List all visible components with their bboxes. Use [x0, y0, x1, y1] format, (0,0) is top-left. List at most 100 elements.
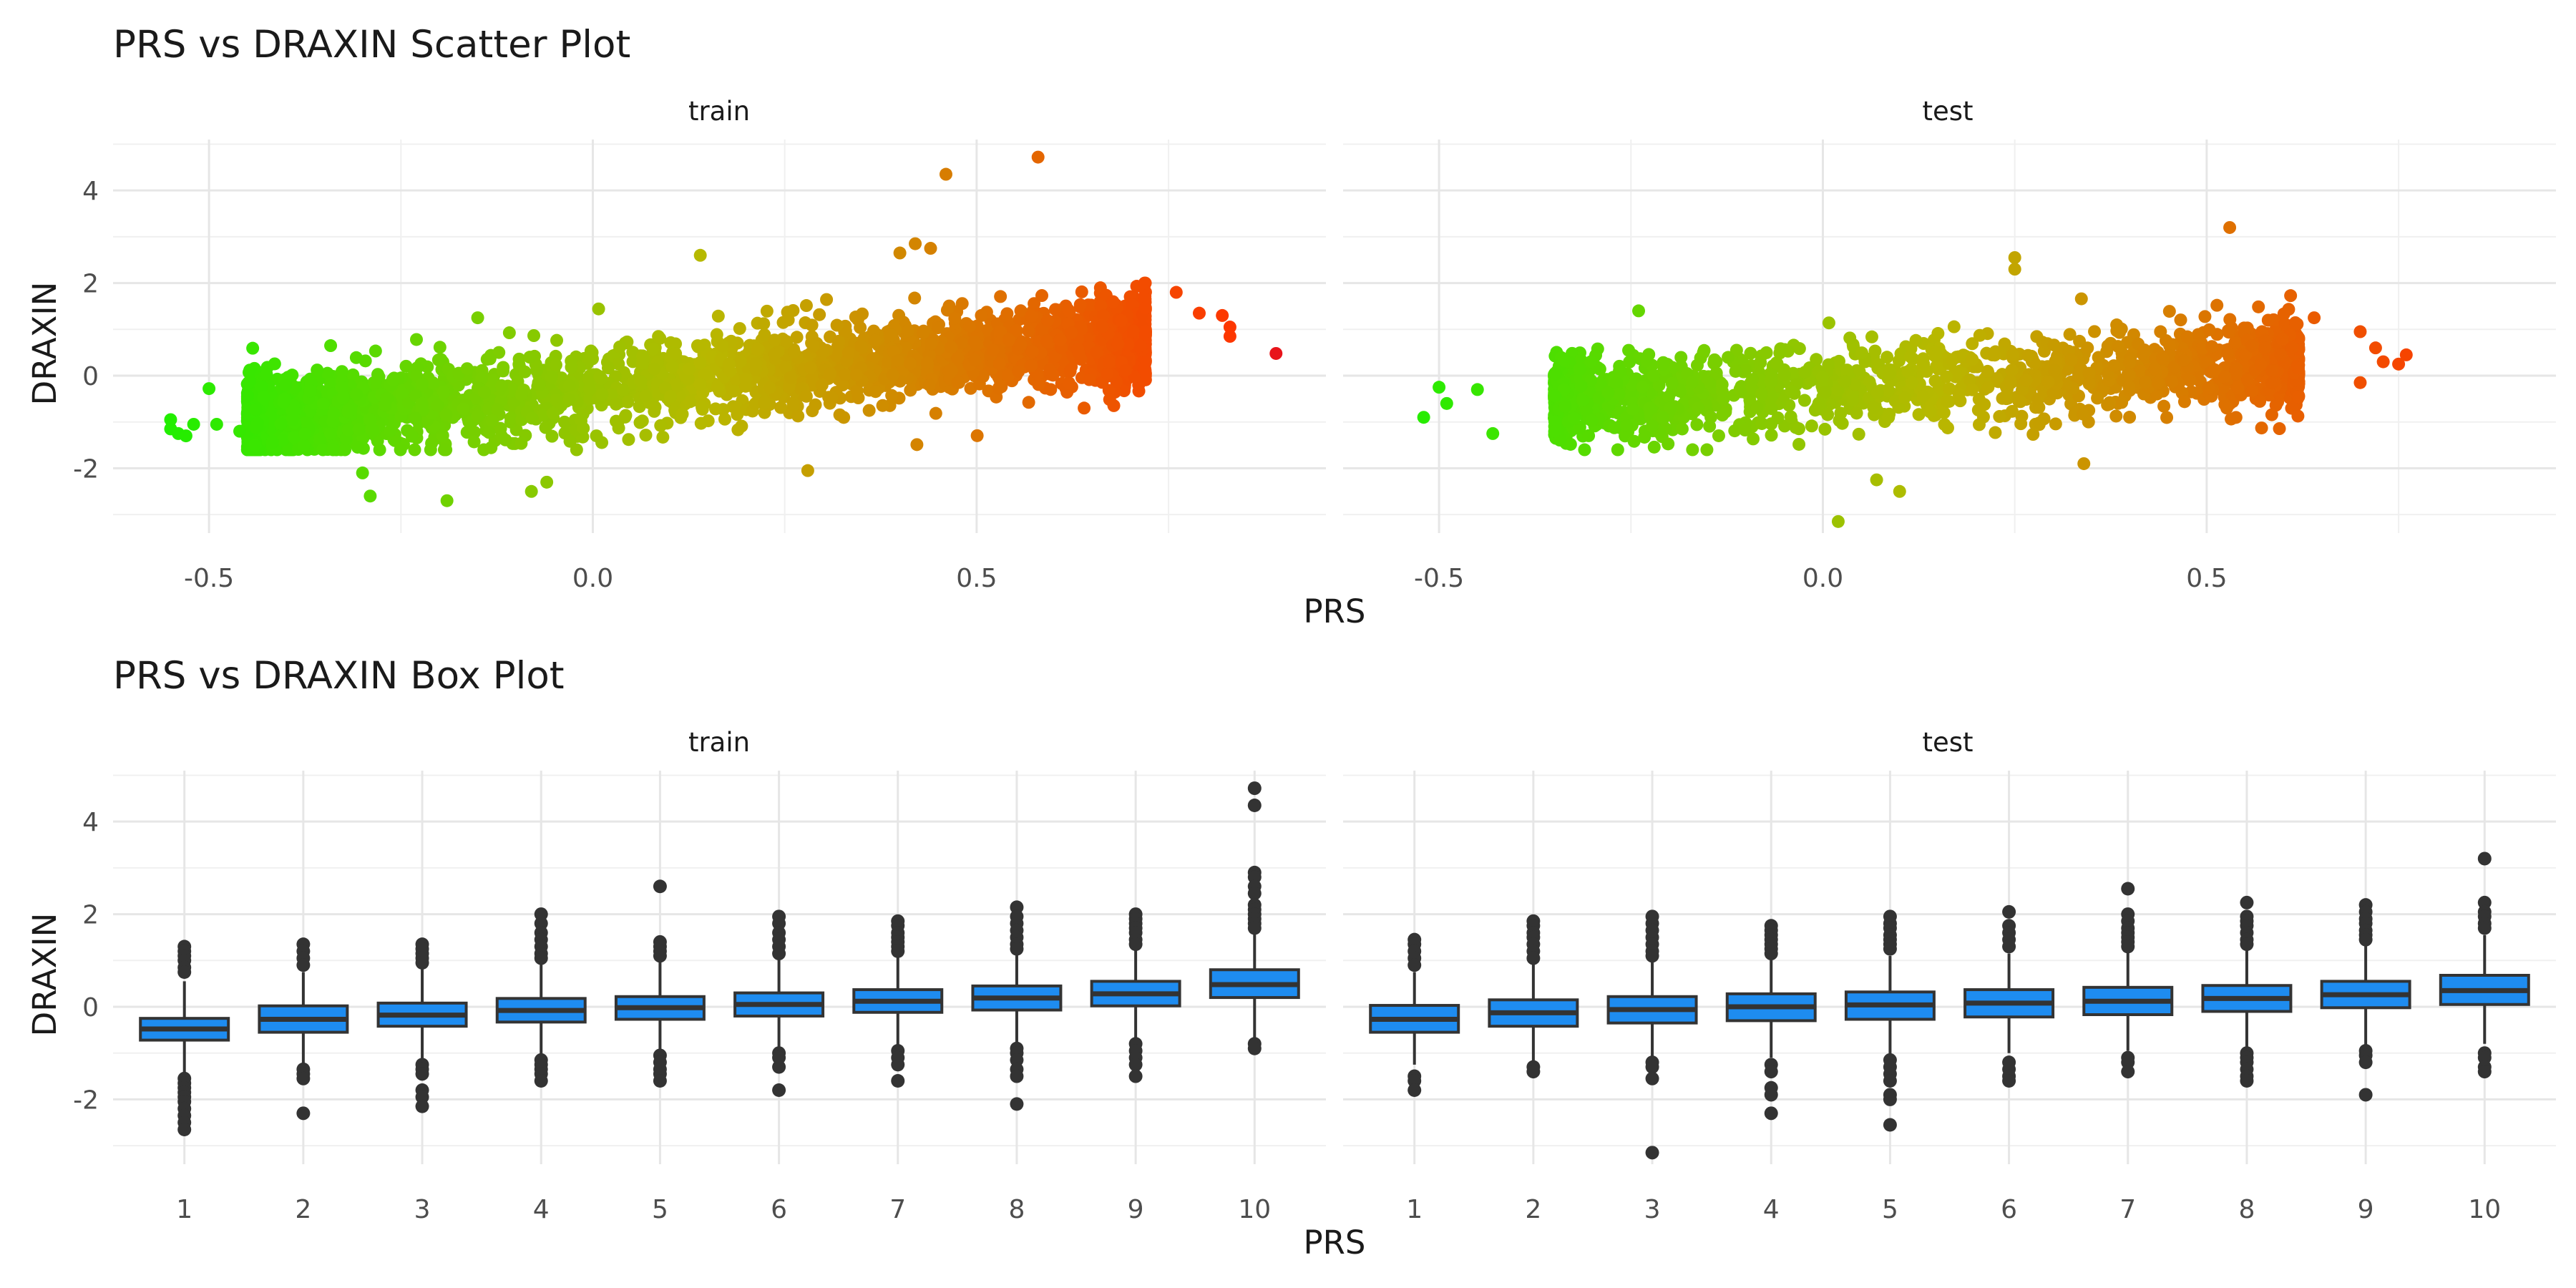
scatter-train-point [665, 360, 679, 374]
scatter-test-point [2253, 394, 2267, 408]
scatter-test-point [1805, 419, 1818, 433]
scatter-test-point [1972, 418, 1986, 431]
scatter-train-point [619, 409, 633, 422]
scatter-test-point [1548, 424, 1561, 438]
scatter-test-point [1707, 356, 1721, 370]
scatter-test-point [2202, 381, 2215, 395]
scatter-test-point [2392, 357, 2406, 371]
box-y-axis-label: DRAXIN [26, 913, 64, 1037]
scatter-test-point [1912, 408, 1926, 421]
box-train-outlier [772, 1060, 786, 1074]
scatter-train-point [233, 424, 247, 438]
box-test-outlier [2477, 852, 2492, 866]
box-y-tick-label: 2 [82, 901, 99, 930]
scatter-train-point [1063, 364, 1077, 378]
scatter-train-point [562, 379, 576, 392]
scatter-train-point [824, 367, 837, 381]
box-test-x-tick-label: 4 [1763, 1195, 1780, 1224]
scatter-test-point [1486, 426, 1500, 440]
scatter-train-point [609, 397, 623, 411]
scatter-test-point [1947, 320, 1961, 333]
scatter-test-point [2026, 427, 2040, 441]
box-test-x-tick-label: 1 [1406, 1195, 1423, 1224]
scatter-test-point [1620, 419, 1634, 432]
scatter-test-point [1852, 427, 1865, 441]
scatter-y-tick-label: -2 [73, 454, 99, 484]
scatter-train-point [471, 311, 484, 325]
box-train-x-tick-label: 5 [652, 1195, 668, 1224]
scatter-test-point [2177, 353, 2190, 367]
scatter-train-point [733, 322, 746, 336]
box-test-box-5 [1844, 909, 1936, 1132]
scatter-train-point [338, 443, 352, 457]
scatter-train-point [408, 443, 421, 457]
scatter-test-point [1574, 379, 1588, 393]
scatter-train-point [346, 368, 360, 381]
scatter-test-point [1548, 389, 1561, 403]
scatter-train-point [774, 401, 788, 414]
scatter-train-point [562, 393, 576, 406]
box-test-x-tick-label: 2 [1525, 1195, 1541, 1224]
scatter-train-point [768, 333, 781, 347]
scatter-test-point [2063, 328, 2077, 341]
scatter-train-point [545, 370, 558, 384]
scatter-train-point [782, 380, 796, 394]
scatter-test-point [1612, 387, 1626, 401]
box-test-outlier [1883, 942, 1897, 956]
box-y-tick-label: 0 [82, 993, 99, 1023]
scatter-train-point [758, 328, 771, 341]
scatter-train-point [854, 321, 867, 334]
box-test-box-2 [1488, 914, 1579, 1079]
scatter-train-point [709, 402, 723, 416]
box-train-outlier [1247, 921, 1262, 935]
scatter-test-x-tick-label: -0.5 [1414, 564, 1464, 593]
scatter-train-point [901, 324, 914, 338]
scatter-test-point [1747, 432, 1760, 446]
scatter-test-point [1818, 422, 1832, 436]
scatter-test-point [2014, 395, 2027, 409]
scatter-test-point [1728, 424, 1742, 438]
scatter-test-point [2229, 411, 2243, 424]
scatter-train-point [590, 429, 603, 443]
box-train-outlier [415, 956, 429, 970]
scatter-test-point [2049, 417, 2062, 431]
scatter-train-x-tick-label: 0.0 [572, 564, 613, 593]
scatter-train-point [904, 356, 917, 370]
scatter-test-point [2032, 401, 2046, 414]
scatter-train-point [416, 377, 429, 391]
scatter-test-point [2014, 417, 2028, 431]
scatter-panel-strip-test: test [1922, 96, 1973, 127]
scatter-test-point [2231, 381, 2245, 395]
scatter-test-point [1831, 384, 1845, 397]
scatter-test-point [2115, 396, 2129, 409]
scatter-test-point [2160, 411, 2174, 424]
scatter-test-point [2245, 384, 2259, 398]
box-train-outlier [296, 1071, 311, 1085]
scatter-train-point [849, 368, 863, 381]
scatter-train-point [669, 380, 683, 394]
box-train-x-tick-label: 9 [1128, 1195, 1144, 1224]
scatter-train-point [1111, 337, 1125, 351]
scatter-test-point [2308, 311, 2321, 325]
scatter-train-point [636, 349, 650, 363]
scatter-train-point [975, 308, 988, 322]
scatter-train-point [1074, 320, 1088, 333]
scatter-train-point [366, 424, 379, 437]
scatter-train-point [595, 388, 609, 401]
box-train-outlier [177, 965, 192, 979]
scatter-train-point [656, 430, 670, 444]
scatter-train-point [727, 384, 741, 398]
scatter-train-point [535, 409, 549, 422]
scatter-train-point [303, 384, 317, 398]
scatter-train-point [1223, 330, 1236, 343]
scatter-test-point [1784, 410, 1797, 424]
scatter-train-point [349, 351, 363, 364]
box-train-outlier [891, 1074, 905, 1088]
box-test-outlier [1407, 1083, 1422, 1097]
scatter-train-point [1025, 359, 1038, 373]
box-test-outlier [2358, 932, 2373, 947]
scatter-train-point [246, 341, 260, 355]
scatter-train-point [757, 317, 771, 331]
